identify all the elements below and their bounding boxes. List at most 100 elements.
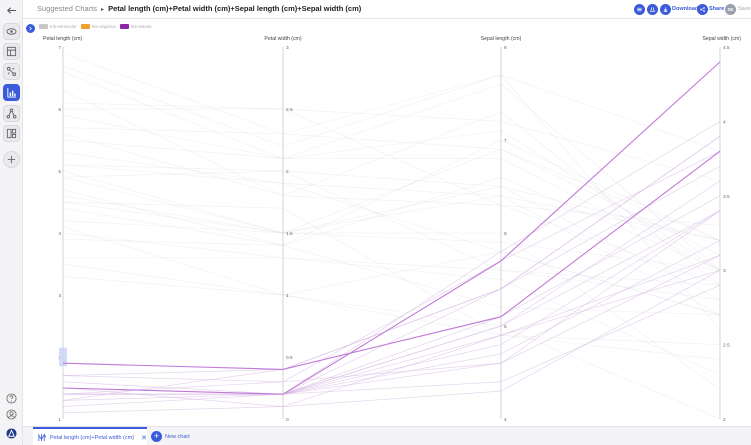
tick-label: 0.5 bbox=[286, 355, 293, 361]
legend-swatch bbox=[80, 24, 90, 29]
faint-data-line bbox=[62, 121, 721, 407]
axis-label: Sepal length (cm) bbox=[481, 36, 522, 42]
faint-data-line bbox=[62, 210, 721, 395]
faint-data-line bbox=[63, 269, 721, 395]
tick-label: 4 bbox=[723, 119, 726, 125]
setosa-ghost-line bbox=[62, 136, 721, 401]
faint-data-line bbox=[62, 195, 721, 241]
tick-label: 4.5 bbox=[723, 45, 730, 51]
tick-label: 3 bbox=[58, 293, 61, 299]
tick-label: 0 bbox=[286, 417, 289, 423]
tick-label: 1 bbox=[286, 293, 289, 299]
setosa-ghost-line bbox=[63, 269, 721, 395]
tab-active-chart[interactable]: Petal length (cm)+Petal width (cm)+Sepal… bbox=[33, 427, 147, 445]
layout-icon[interactable] bbox=[3, 125, 20, 142]
tick-label: 2 bbox=[723, 417, 726, 423]
tick-label: 5 bbox=[58, 169, 61, 175]
legend-label: Iris-virginica bbox=[91, 24, 116, 29]
legend-label: Iris-setosa bbox=[130, 24, 152, 29]
legend-label: Iris-versicolor bbox=[50, 24, 77, 29]
breadcrumb-root[interactable]: Suggested Charts bbox=[37, 4, 98, 13]
highlighted-data-line bbox=[62, 150, 721, 370]
legend-item[interactable]: Iris-versicolor bbox=[39, 24, 77, 29]
faint-data-line bbox=[62, 150, 721, 383]
collapse-toggle-icon[interactable] bbox=[26, 24, 35, 33]
legend-swatch bbox=[119, 24, 129, 29]
app-logo-icon[interactable] bbox=[3, 425, 20, 442]
tick-label: 2.5 bbox=[723, 343, 730, 349]
graph-icon[interactable] bbox=[3, 105, 20, 122]
close-icon[interactable]: ✕ bbox=[141, 434, 147, 442]
faint-data-line bbox=[62, 276, 721, 360]
faint-data-line bbox=[62, 148, 721, 256]
faint-data-line bbox=[63, 257, 721, 286]
setosa-ghost-line bbox=[62, 240, 721, 401]
tick-label: 1.5 bbox=[286, 231, 293, 237]
help-icon[interactable] bbox=[3, 390, 20, 407]
transform-icon[interactable] bbox=[3, 63, 20, 80]
eye-icon[interactable] bbox=[3, 23, 20, 40]
user-icon[interactable] bbox=[3, 406, 20, 423]
faint-data-line bbox=[63, 180, 721, 395]
new-chart-label: New chart bbox=[165, 433, 190, 440]
chart-area: Petal length (cm) 1 2 3 4 5 6 7 Petal width (cm)… bbox=[23, 19, 751, 426]
menu-icon[interactable] bbox=[634, 4, 645, 15]
axis-label: Petal width (cm) bbox=[264, 36, 301, 42]
setosa-ghost-line bbox=[62, 150, 721, 383]
tick-label: 7 bbox=[504, 138, 507, 144]
faint-data-line bbox=[62, 164, 721, 241]
faint-data-line bbox=[62, 240, 721, 401]
faint-data-line bbox=[62, 201, 721, 345]
plus-icon[interactable] bbox=[3, 151, 20, 168]
faint-data-line bbox=[62, 220, 721, 271]
tick-label: 3 bbox=[286, 45, 289, 51]
faint-data-line bbox=[62, 186, 721, 301]
top-bar: Suggested Charts ▸ Petal length (cm)+Petal… bbox=[23, 0, 751, 19]
back-arrow-icon[interactable] bbox=[3, 2, 20, 19]
faint-data-line bbox=[62, 263, 721, 420]
bar-chart-icon[interactable] bbox=[3, 84, 20, 101]
faint-data-line bbox=[62, 210, 721, 395]
faint-data-line bbox=[62, 65, 721, 152]
faint-data-line bbox=[62, 139, 721, 271]
tick-label: 2 bbox=[286, 169, 289, 175]
setosa-ghost-line bbox=[63, 195, 721, 395]
legend-item[interactable]: Iris-virginica bbox=[80, 24, 116, 29]
download-icon[interactable] bbox=[660, 4, 671, 15]
faint-data-line bbox=[62, 52, 721, 330]
flask-icon[interactable] bbox=[647, 4, 658, 15]
table-icon[interactable] bbox=[3, 43, 20, 60]
chart-tabs-bar: Petal length (cm)+Petal width (cm)+Sepal… bbox=[23, 426, 751, 445]
faint-data-line bbox=[62, 139, 721, 246]
faint-data-line bbox=[62, 71, 721, 271]
share-button[interactable]: Share bbox=[709, 6, 725, 12]
axis-label: Petal length (cm) bbox=[43, 36, 82, 42]
faint-data-line bbox=[62, 254, 721, 407]
setosa-ghost-line bbox=[62, 210, 721, 395]
tick-label: 6 bbox=[504, 231, 507, 237]
faint-data-line bbox=[63, 284, 721, 395]
tick-label: 7 bbox=[58, 45, 61, 51]
share-icon[interactable] bbox=[697, 4, 708, 15]
faint-data-line bbox=[62, 170, 721, 390]
setosa-ghost-line bbox=[62, 210, 721, 395]
faint-data-line bbox=[62, 90, 721, 286]
new-chart-button[interactable]: + New chart bbox=[151, 431, 190, 442]
legend-item[interactable]: Iris-setosa bbox=[119, 24, 152, 29]
faint-data-line bbox=[62, 152, 721, 316]
faint-data-line bbox=[62, 102, 721, 182]
tick-label: 8 bbox=[504, 45, 507, 51]
download-button[interactable]: Download bbox=[672, 6, 699, 12]
faint-data-line bbox=[62, 232, 721, 375]
faint-data-line bbox=[62, 170, 721, 301]
tick-label: 3.5 bbox=[723, 194, 730, 200]
save-button[interactable]: Save bbox=[738, 6, 751, 12]
legend-swatch bbox=[39, 24, 48, 29]
tick-label: 3 bbox=[723, 268, 726, 274]
setosa-ghost-line bbox=[62, 269, 721, 414]
faint-data-line bbox=[62, 136, 721, 376]
parallel-coordinates-plot[interactable]: Petal length (cm) 1 2 3 4 5 6 7 Petal width (cm)… bbox=[23, 19, 751, 426]
avatar[interactable]: SE bbox=[725, 4, 736, 15]
faint-data-line bbox=[62, 238, 721, 316]
